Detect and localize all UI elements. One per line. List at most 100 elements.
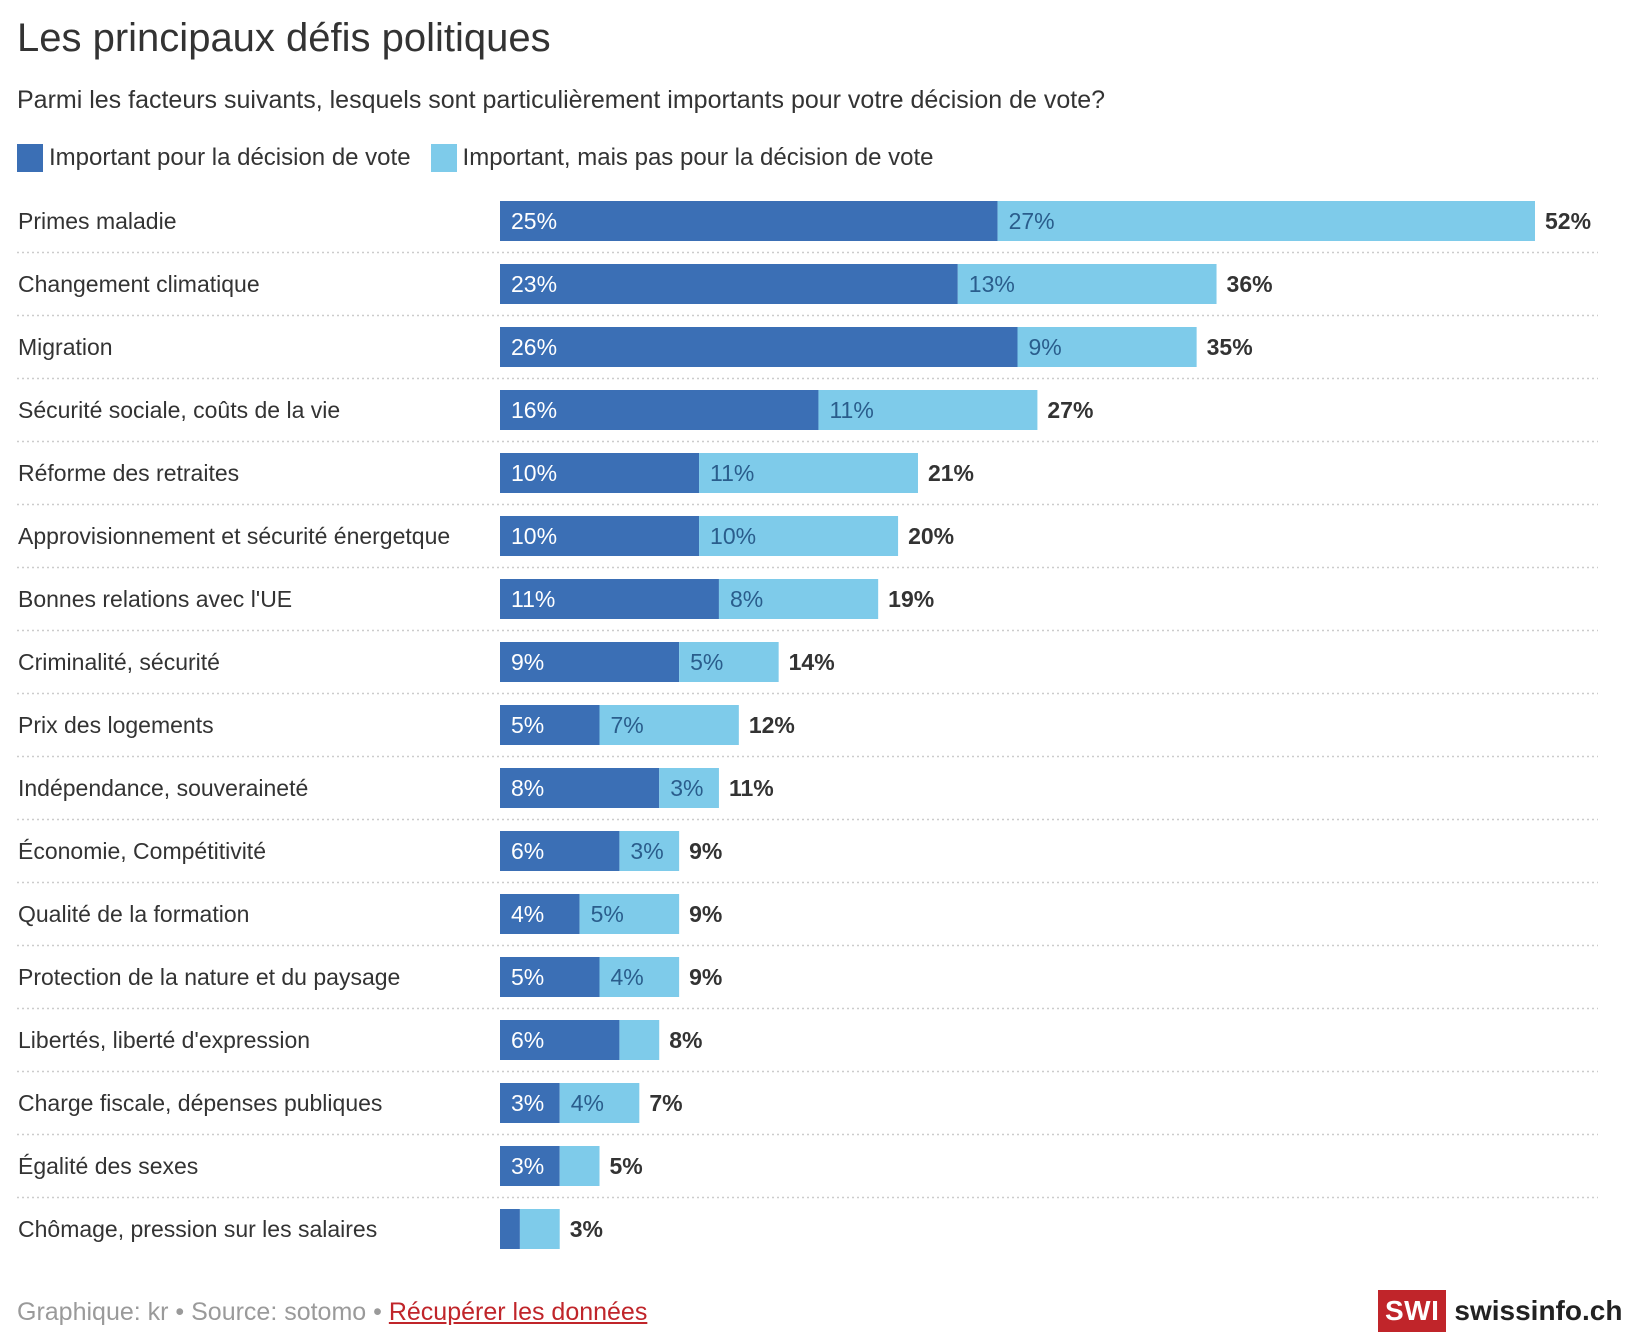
total-label: 36%: [1227, 271, 1273, 297]
total-label: 9%: [689, 838, 722, 864]
bar-chart: Primes maladie 25% 27% 52% Changement climat…: [17, 201, 1598, 1249]
bar-secondary: [699, 516, 899, 556]
legend: Important pour la décision de vote Impor…: [17, 144, 953, 172]
legend-label-secondary: Important, mais pas pour la décision de …: [462, 144, 934, 171]
legend-item-primary: Important pour la décision de vote: [17, 144, 411, 172]
logo-text: swissinfo.ch: [1454, 1295, 1623, 1326]
category-label: Libertés, liberté d'expression: [18, 1027, 310, 1053]
data-label-primary: 4%: [511, 901, 544, 927]
category-label: Chômage, pression sur les salaires: [18, 1216, 377, 1242]
bar-secondary: [1017, 327, 1197, 367]
bar-secondary: [619, 831, 680, 871]
legend-item-secondary: Important, mais pas pour la décision de …: [430, 144, 934, 172]
total-label: 9%: [689, 964, 722, 990]
bar-primary: [500, 1146, 560, 1186]
category-label: Protection de la nature et du paysage: [18, 964, 400, 990]
bar-primary: [500, 327, 1018, 367]
bar-primary: [500, 453, 700, 493]
data-label-primary: 10%: [511, 523, 557, 549]
total-label: 5%: [610, 1153, 643, 1179]
data-label-secondary: 10%: [710, 523, 756, 549]
category-label: Indépendance, souveraineté: [18, 775, 308, 801]
data-label-secondary: 4%: [611, 964, 644, 990]
data-label-secondary: 3%: [670, 775, 703, 801]
bar-primary: [500, 1209, 520, 1249]
data-label-primary: 25%: [511, 208, 557, 234]
data-label-secondary: 4%: [571, 1090, 604, 1116]
data-label-secondary: 8%: [730, 586, 763, 612]
category-label: Égalité des sexes: [18, 1153, 198, 1179]
data-label-secondary: 13%: [969, 271, 1015, 297]
data-label-primary: 6%: [511, 838, 544, 864]
total-label: 19%: [888, 586, 934, 612]
bar-primary: [500, 894, 580, 934]
data-label-secondary: 11%: [829, 397, 873, 423]
legend-swatch-primary: [17, 144, 43, 172]
category-label: Qualité de la formation: [18, 901, 249, 927]
category-label: Prix des logements: [18, 712, 214, 738]
bar-secondary: [659, 768, 719, 808]
total-label: 35%: [1207, 334, 1253, 360]
data-label-primary: 3%: [511, 1090, 544, 1116]
total-label: 52%: [1545, 208, 1591, 234]
total-label: 9%: [689, 901, 722, 927]
category-label: Économie, Compétitivité: [18, 838, 266, 864]
bar-primary: [500, 579, 719, 619]
bar-secondary: [559, 1146, 600, 1186]
data-label-primary: 9%: [511, 649, 544, 675]
data-label-primary: 11%: [511, 586, 555, 612]
footer-credit: Graphique: kr • Source: sotomo •: [17, 1298, 389, 1326]
total-label: 14%: [789, 649, 835, 675]
total-label: 7%: [649, 1090, 682, 1116]
bar-secondary: [599, 957, 680, 997]
bar-secondary: [699, 453, 918, 493]
chart-subtitle: Parmi les facteurs suivants, lesquels so…: [17, 86, 1106, 114]
bar-secondary: [718, 579, 879, 619]
category-label: Primes maladie: [18, 208, 177, 234]
data-label-secondary: 5%: [690, 649, 723, 675]
bar-primary: [500, 831, 620, 871]
bar-primary: [500, 516, 700, 556]
bar-secondary: [579, 894, 680, 934]
data-label-secondary: 27%: [1009, 208, 1055, 234]
data-label-primary: 16%: [511, 397, 557, 423]
category-label: Approvisionnement et sécurité énergetque: [18, 523, 450, 549]
legend-swatch-secondary: [430, 144, 457, 172]
bar-secondary: [519, 1209, 560, 1249]
download-data-link[interactable]: Récupérer les données: [388, 1298, 648, 1326]
data-label-primary: 23%: [511, 271, 557, 297]
bar-primary: [500, 705, 600, 745]
bar-secondary: [957, 264, 1217, 304]
category-label: Migration: [18, 334, 113, 360]
bar-primary: [500, 264, 958, 304]
bar-secondary: [818, 390, 1038, 430]
data-label-primary: 10%: [511, 460, 557, 486]
total-label: 21%: [928, 460, 974, 486]
category-label: Criminalité, sécurité: [18, 649, 220, 675]
data-label-primary: 5%: [511, 712, 544, 738]
footer: Graphique: kr • Source: sotomo • Récupér…: [17, 1298, 647, 1327]
category-label: Changement climatique: [18, 271, 260, 297]
total-label: 3%: [570, 1216, 603, 1242]
bar-primary: [500, 768, 660, 808]
data-label-secondary: 3%: [630, 838, 663, 864]
bar-secondary: [679, 642, 779, 682]
data-label-primary: 5%: [511, 964, 544, 990]
total-label: 27%: [1047, 397, 1093, 423]
swissinfo-logo[interactable]: SWI swissinfo.ch: [1378, 1290, 1622, 1332]
data-label-secondary: 9%: [1029, 334, 1062, 360]
category-label: Réforme des retraites: [18, 460, 239, 486]
bar-primary: [500, 390, 819, 430]
data-label-primary: 8%: [511, 775, 544, 801]
total-label: 11%: [729, 775, 774, 801]
bar-secondary: [559, 1083, 640, 1123]
data-label-primary: 3%: [511, 1153, 544, 1179]
data-label-secondary: 5%: [591, 901, 624, 927]
bar-primary: [500, 957, 600, 997]
category-label: Sécurité sociale, coûts de la vie: [18, 397, 340, 423]
legend-label-primary: Important pour la décision de vote: [49, 144, 411, 171]
total-label: 8%: [669, 1027, 702, 1053]
bar-primary: [500, 201, 998, 241]
data-label-secondary: 7%: [611, 712, 644, 738]
logo-box: SWI: [1378, 1290, 1447, 1332]
